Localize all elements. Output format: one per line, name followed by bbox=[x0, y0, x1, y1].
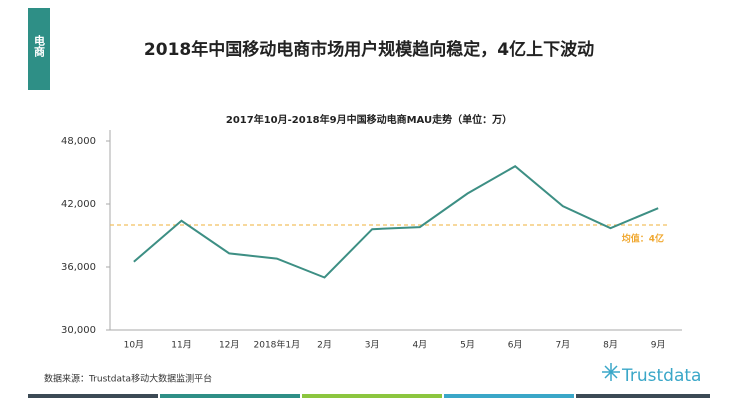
series-line bbox=[133, 164, 659, 279]
y-tick-label: 30,000 bbox=[61, 325, 96, 336]
logo: Trustdata bbox=[621, 366, 701, 386]
y-tick-label: 42,000 bbox=[61, 199, 96, 210]
x-tick-label: 2月 bbox=[317, 340, 332, 351]
x-tick-label: 7月 bbox=[555, 340, 570, 351]
footer-stripe bbox=[28, 394, 710, 398]
x-tick-label: 3月 bbox=[365, 340, 380, 351]
x-tick-label: 5月 bbox=[460, 340, 475, 351]
source: 数据来源：Trustdata移动大数据监测平台 bbox=[44, 373, 212, 385]
logo-icon bbox=[602, 363, 620, 381]
x-tick-label: 4月 bbox=[412, 340, 427, 351]
chart-title: 2017年10月-2018年9月中国移动电商MAU走势（单位：万） bbox=[226, 113, 512, 126]
x-tick-label: 9月 bbox=[651, 340, 666, 351]
x-tick-label: 6月 bbox=[508, 340, 523, 351]
tab bbox=[28, 8, 50, 90]
mean-label: 均值：4亿 bbox=[622, 233, 664, 245]
slide-title: 2018年中国移动电商市场用户规模趋向稳定，4亿上下波动 bbox=[144, 39, 594, 60]
x-tick-label: 10月 bbox=[124, 340, 144, 351]
x-tick-label: 2018年1月 bbox=[254, 339, 301, 351]
x-tick-label: 11月 bbox=[171, 340, 191, 351]
x-tick-label: 12月 bbox=[219, 340, 239, 351]
y-tick-label: 36,000 bbox=[61, 262, 96, 273]
y-tick-label: 48,000 bbox=[61, 136, 96, 147]
tab-label: 电商 bbox=[33, 34, 46, 58]
x-tick-label: 8月 bbox=[603, 340, 618, 351]
